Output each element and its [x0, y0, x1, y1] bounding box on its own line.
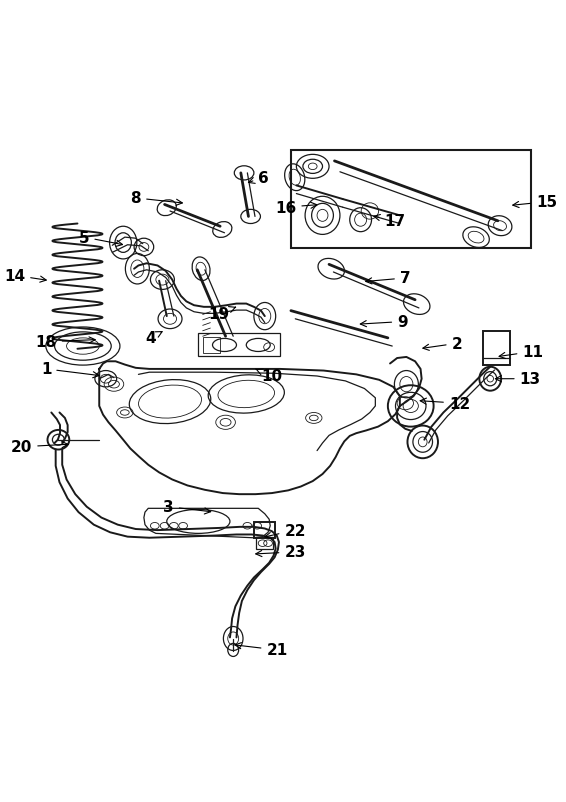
Text: 3: 3	[163, 500, 211, 515]
Text: 6: 6	[248, 171, 269, 185]
Text: 12: 12	[420, 396, 470, 411]
Bar	[255, 537, 273, 549]
Text: 9: 9	[361, 314, 408, 330]
Bar	[198, 334, 280, 356]
Text: 21: 21	[235, 642, 288, 658]
Text: 1: 1	[41, 362, 99, 379]
Bar	[203, 338, 220, 354]
Text: 7: 7	[366, 271, 410, 286]
Text: 14: 14	[4, 269, 46, 283]
Text: 4: 4	[145, 331, 162, 346]
Text: 11: 11	[499, 345, 543, 359]
Bar	[291, 151, 530, 249]
Text: 20: 20	[11, 439, 68, 455]
Text: 2: 2	[423, 336, 462, 351]
Text: 5: 5	[79, 230, 122, 247]
Bar	[483, 332, 510, 366]
Text: 13: 13	[495, 372, 541, 387]
Text: 18: 18	[36, 334, 95, 350]
Text: 15: 15	[513, 195, 557, 210]
Bar	[254, 523, 275, 538]
Text: 16: 16	[275, 200, 317, 216]
Text: 19: 19	[209, 306, 235, 322]
Text: 17: 17	[374, 214, 406, 229]
Text: 10: 10	[256, 369, 282, 384]
Text: 23: 23	[256, 545, 306, 560]
Text: 8: 8	[131, 191, 182, 206]
Text: 22: 22	[265, 523, 306, 539]
